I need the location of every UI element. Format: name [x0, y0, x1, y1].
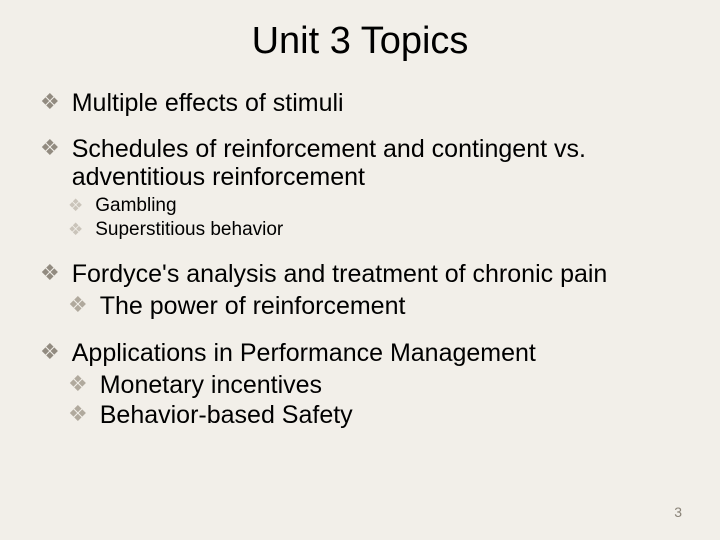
list-item: ❖ Applications in Performance Management: [40, 339, 680, 367]
list-item-text: Multiple effects of stimuli: [72, 89, 344, 117]
sub-list-item-text: Superstitious behavior: [95, 219, 283, 241]
list-item-text: Fordyce's analysis and treatment of chro…: [72, 260, 608, 288]
sub-list-item: ❖ Monetary incentives: [68, 371, 680, 400]
list-item: ❖ Fordyce's analysis and treatment of ch…: [40, 260, 680, 288]
diamond-bullet-icon: ❖: [40, 89, 60, 114]
list-item-text: Applications in Performance Management: [72, 339, 536, 367]
list-item: ❖ Schedules of reinforcement and conting…: [40, 135, 680, 191]
list-group: ❖ Fordyce's analysis and treatment of ch…: [40, 260, 680, 321]
list-item: ❖ Multiple effects of stimuli: [40, 89, 680, 117]
diamond-bullet-icon: ❖: [68, 401, 88, 426]
diamond-bullet-icon: ❖: [40, 339, 60, 364]
sub-list-item-text: Behavior-based Safety: [100, 401, 353, 430]
slide-title: Unit 3 Topics: [40, 20, 680, 63]
list-group: ❖ Applications in Performance Management…: [40, 339, 680, 431]
sub-list-item: ❖ The power of reinforcement: [68, 292, 680, 321]
list-item-text: Schedules of reinforcement and contingen…: [72, 135, 680, 191]
diamond-bullet-icon: ❖: [68, 292, 88, 317]
diamond-bullet-icon: ❖: [40, 135, 60, 160]
sub-list-item: ❖ Behavior-based Safety: [68, 401, 680, 430]
page-number: 3: [674, 504, 682, 520]
diamond-bullet-icon: ❖: [68, 371, 88, 396]
sub-list-item-text: Gambling: [95, 195, 176, 217]
diamond-bullet-icon: ❖: [68, 195, 83, 216]
sub-list-item-text: The power of reinforcement: [100, 292, 406, 321]
diamond-bullet-icon: ❖: [68, 219, 83, 240]
sub-list-item-text: Monetary incentives: [100, 371, 322, 400]
sub-list-item: ❖ Gambling: [68, 195, 680, 217]
sub-list-item: ❖ Superstitious behavior: [68, 219, 680, 241]
diamond-bullet-icon: ❖: [40, 260, 60, 285]
list-group: ❖ Schedules of reinforcement and conting…: [40, 135, 680, 242]
